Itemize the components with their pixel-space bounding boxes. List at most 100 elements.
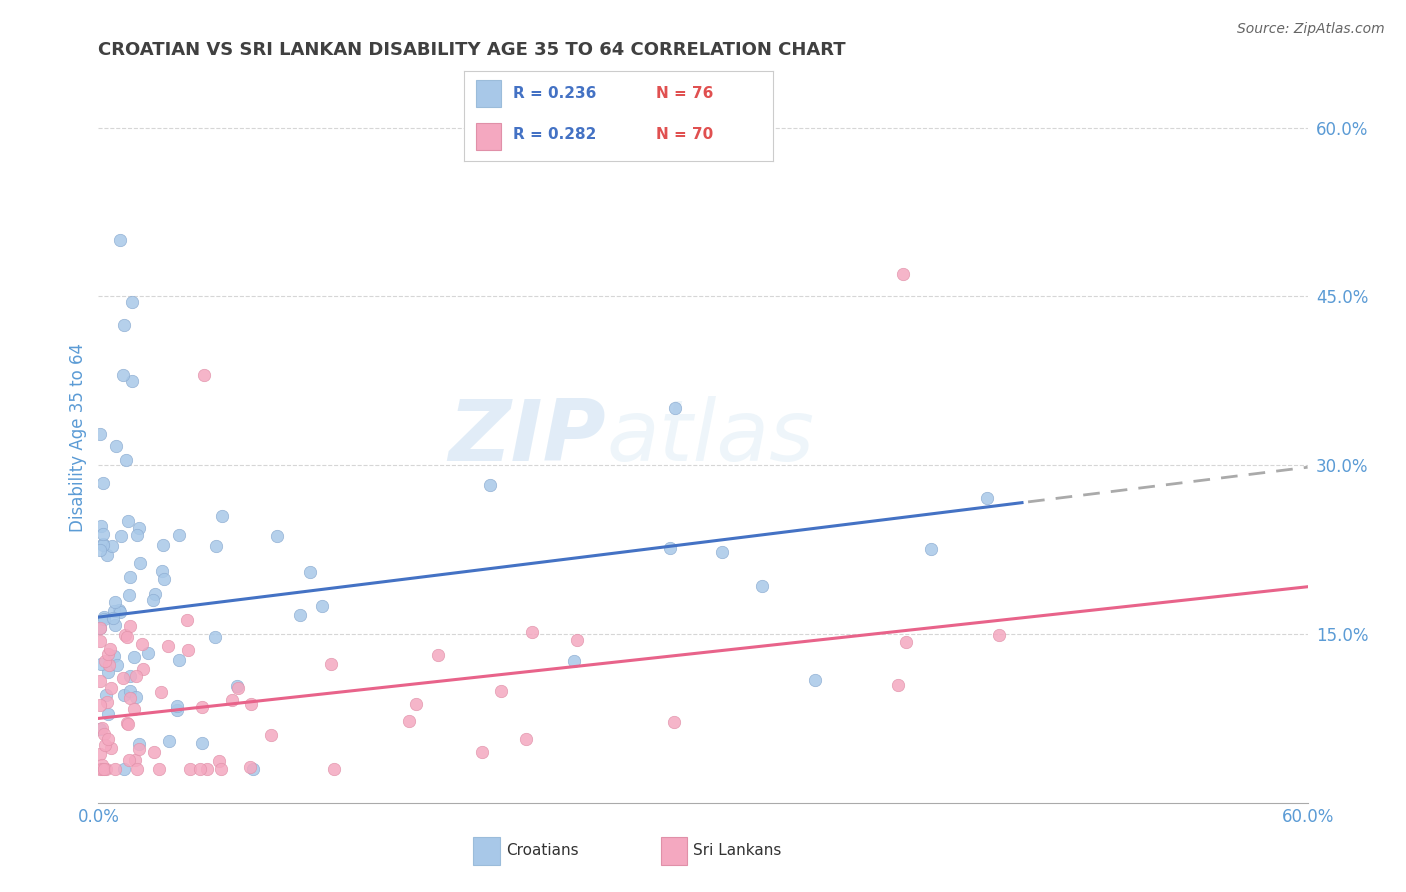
Point [89, 723, 111, 737]
Point [128, 742, 150, 756]
Point [658, 541, 681, 555]
Point [148, 762, 170, 776]
Point [120, 619, 142, 633]
Point [426, 648, 449, 662]
FancyBboxPatch shape [474, 838, 501, 865]
Point [121, 374, 143, 388]
Point [93, 762, 115, 776]
Point [166, 698, 188, 713]
Point [90, 762, 112, 776]
Point [398, 714, 420, 728]
Point [121, 295, 143, 310]
Point [93, 739, 115, 753]
Point [177, 643, 200, 657]
Point [90, 519, 112, 533]
FancyBboxPatch shape [661, 838, 688, 865]
Point [976, 491, 998, 505]
Point [91, 538, 114, 552]
Point [91, 537, 114, 551]
Point [97, 732, 120, 747]
Point [117, 630, 139, 644]
Point [239, 760, 262, 774]
Point [100, 740, 122, 755]
Point [125, 690, 148, 704]
Point [118, 669, 141, 683]
Point [97, 706, 120, 721]
Point [91, 476, 114, 491]
Point [112, 762, 135, 776]
Point [143, 587, 166, 601]
Point [120, 691, 142, 706]
Point [124, 702, 146, 716]
Point [104, 617, 127, 632]
Point [112, 688, 135, 702]
Point [179, 762, 201, 776]
Point [479, 478, 502, 492]
Point [520, 624, 543, 639]
Point [150, 564, 173, 578]
Point [89, 762, 111, 776]
Point [193, 368, 215, 383]
Point [115, 716, 138, 731]
Point [124, 753, 146, 767]
Text: Croatians: Croatians [506, 843, 578, 858]
Point [136, 647, 159, 661]
Point [887, 678, 910, 692]
Point [98, 641, 121, 656]
Point [804, 673, 827, 688]
Point [166, 703, 188, 717]
Text: Source: ZipAtlas.com: Source: ZipAtlas.com [1237, 22, 1385, 37]
Point [96, 548, 118, 562]
Point [89, 621, 111, 635]
Point [89, 621, 111, 635]
Point [176, 613, 198, 627]
Point [240, 697, 263, 711]
Point [128, 737, 150, 751]
Point [471, 745, 494, 759]
Point [751, 579, 773, 593]
Point [91, 757, 114, 772]
Point [89, 542, 111, 557]
Point [93, 610, 115, 624]
Text: ZIP: ZIP [449, 395, 606, 479]
Point [266, 529, 288, 543]
Point [120, 569, 142, 583]
Point [167, 528, 190, 542]
Point [112, 318, 135, 332]
Point [93, 726, 115, 740]
Point [103, 611, 125, 625]
Point [211, 509, 233, 524]
Y-axis label: Disability Age 35 to 64: Disability Age 35 to 64 [69, 343, 87, 532]
Point [260, 728, 283, 742]
FancyBboxPatch shape [477, 123, 501, 150]
Point [89, 634, 111, 648]
Point [710, 544, 733, 558]
Point [97, 665, 120, 679]
Point [988, 628, 1011, 642]
Point [97, 647, 120, 661]
Point [103, 648, 125, 663]
Point [920, 542, 942, 557]
FancyBboxPatch shape [477, 80, 501, 107]
Point [94, 688, 117, 702]
Point [104, 595, 127, 609]
Point [112, 671, 135, 685]
Point [127, 528, 149, 542]
Point [153, 572, 176, 586]
Point [298, 566, 321, 580]
Point [125, 668, 148, 682]
Point [103, 604, 125, 618]
Point [288, 608, 311, 623]
Point [131, 637, 153, 651]
Point [664, 715, 686, 730]
Point [118, 588, 141, 602]
Point [157, 734, 180, 748]
Point [228, 681, 250, 696]
Text: Sri Lankans: Sri Lankans [693, 843, 782, 858]
Text: N = 76: N = 76 [655, 86, 713, 101]
Point [112, 368, 135, 383]
Point [110, 529, 132, 543]
Point [128, 556, 150, 570]
Point [89, 747, 111, 761]
Point [128, 521, 150, 535]
